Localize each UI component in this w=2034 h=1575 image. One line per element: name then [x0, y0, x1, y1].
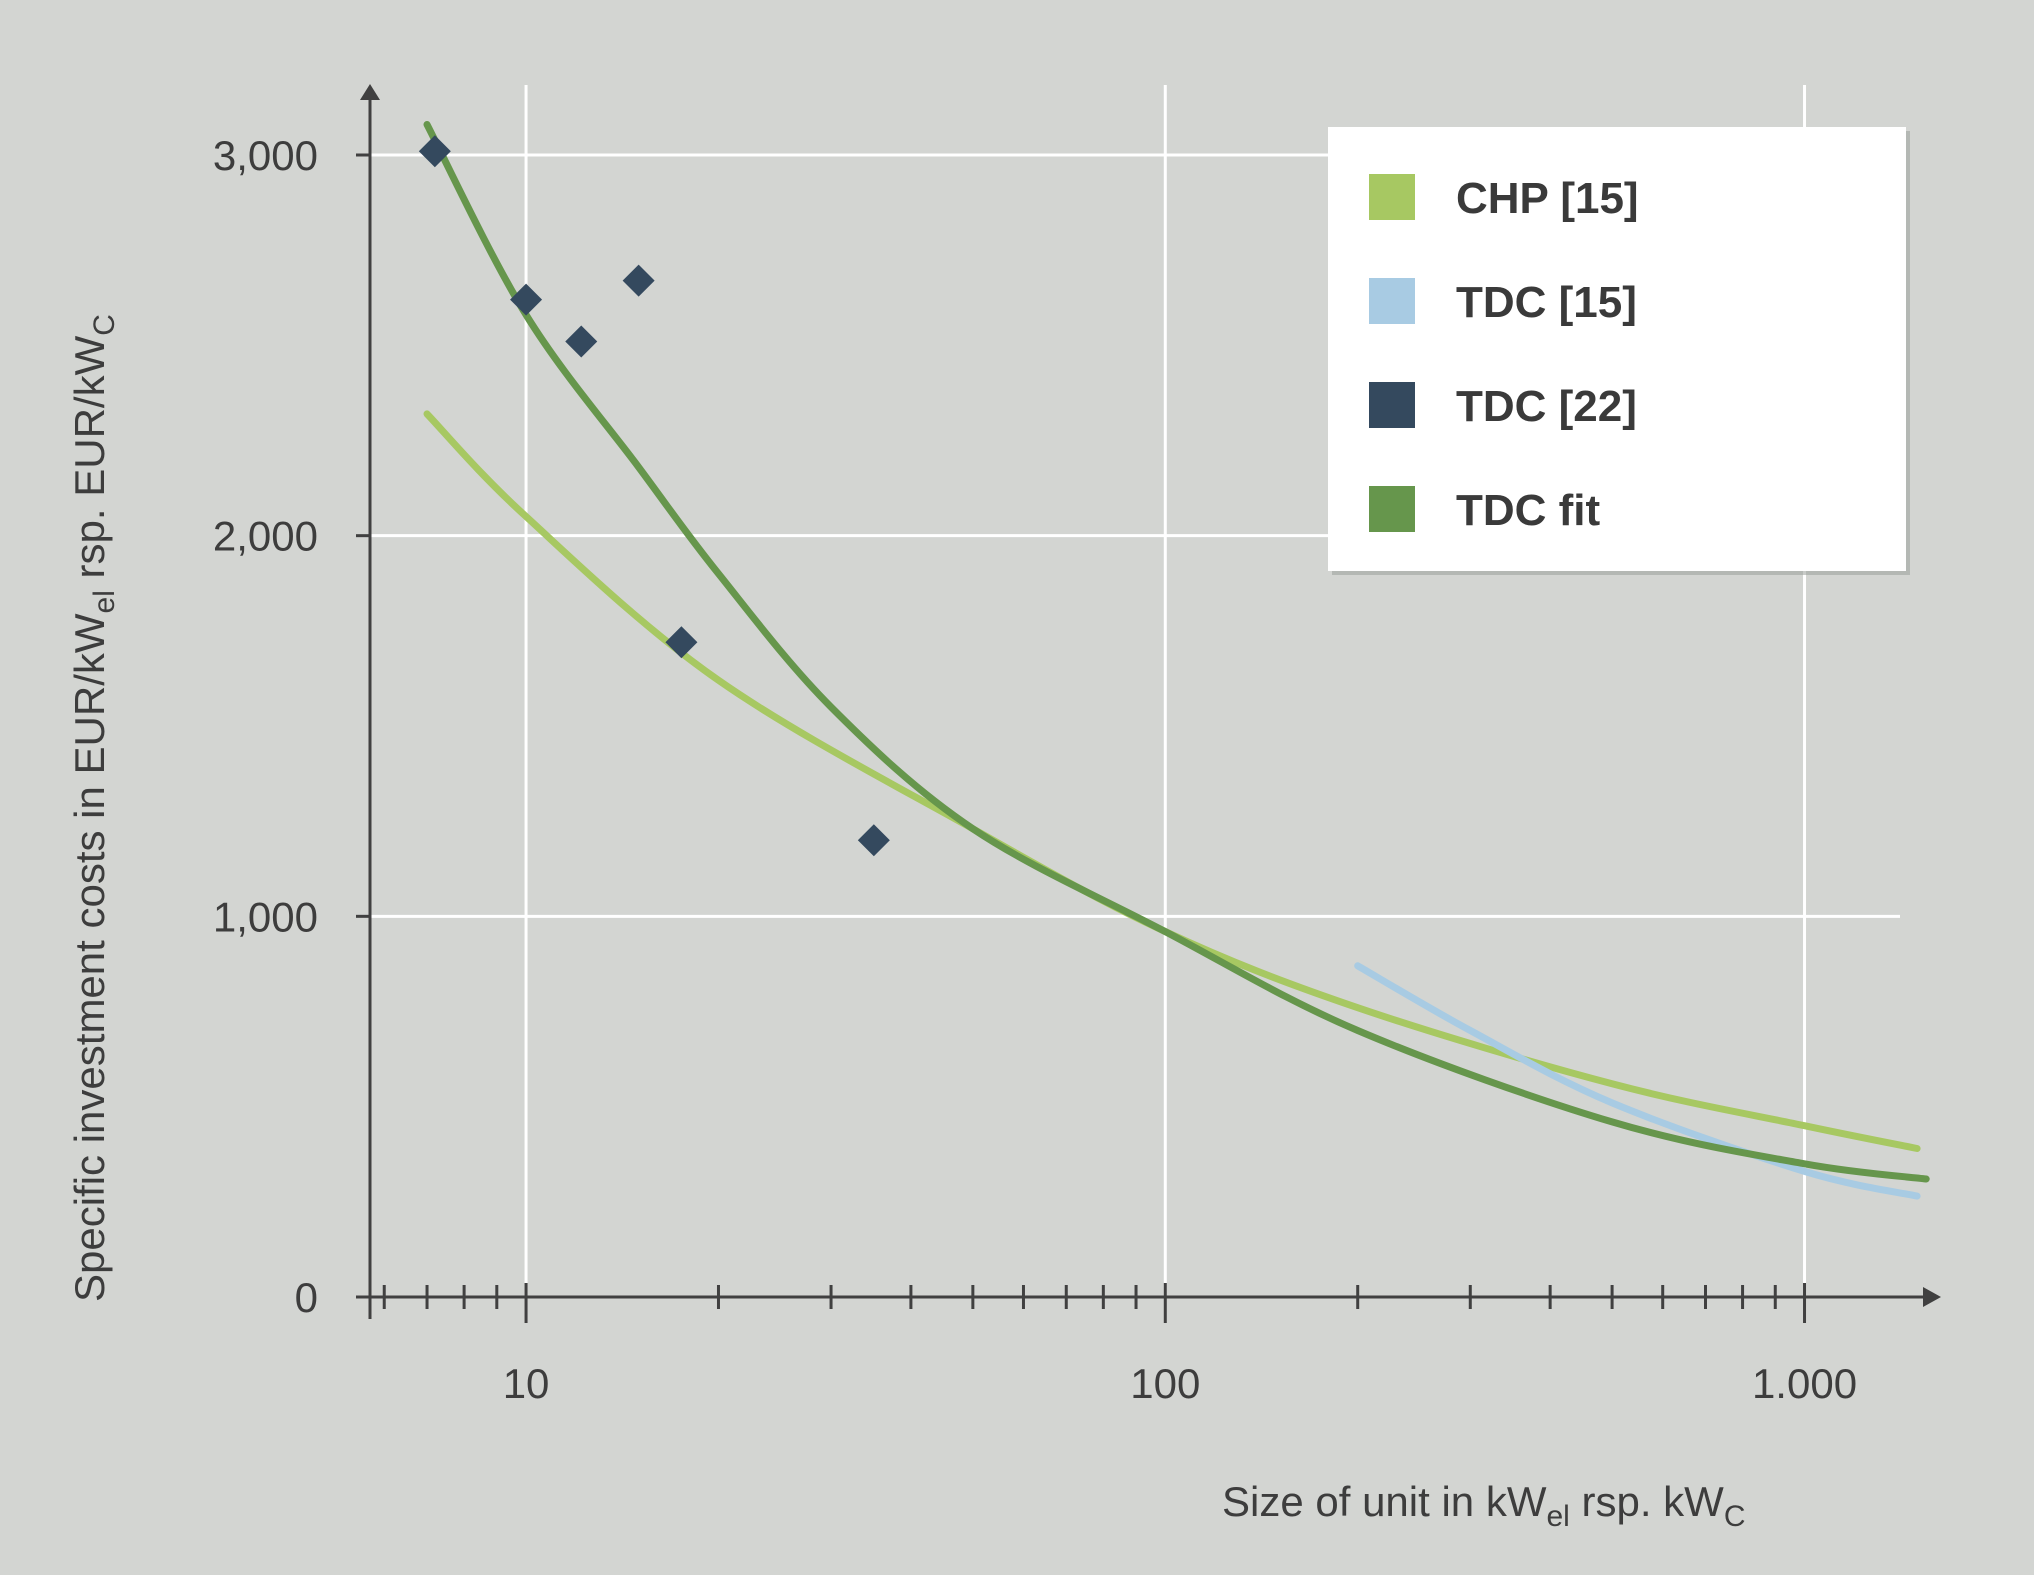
- data-point-tdc-22: [565, 325, 598, 358]
- data-point-tdc-22: [857, 824, 890, 857]
- tick-labels: 0 1,000 2,000 3,000 10 100 1.000: [213, 132, 1857, 1407]
- legend-swatch: [1369, 278, 1415, 324]
- x-axis-title: Size of unit in kWel rsp. kWC: [1222, 1478, 1746, 1533]
- x-tick-label: 1.000: [1752, 1360, 1857, 1407]
- y-tick-label: 0: [295, 1274, 318, 1321]
- legend: CHP [15] TDC [15] TDC [22] TDC fit: [1328, 127, 1910, 575]
- x-tick-label: 100: [1130, 1360, 1200, 1407]
- axes: [356, 84, 1941, 1323]
- y-axis-title: Specific investment costs in EUR/kWel rs…: [66, 314, 121, 1302]
- y-tick-label: 1,000: [213, 893, 318, 940]
- x-tick-label: 10: [503, 1360, 550, 1407]
- legend-label: TDC [15]: [1456, 278, 1637, 327]
- legend-box: [1328, 127, 1906, 571]
- legend-label: TDC [22]: [1456, 382, 1637, 431]
- data-point-tdc-22: [418, 135, 451, 168]
- data-point-tdc-22: [510, 283, 543, 316]
- data-point-tdc-22: [665, 626, 698, 659]
- legend-label: CHP [15]: [1456, 174, 1639, 223]
- x-axis-arrow: [1923, 1287, 1941, 1307]
- series-layer: [418, 121, 1930, 1200]
- legend-swatch: [1369, 382, 1415, 428]
- legend-label: TDC fit: [1456, 486, 1601, 535]
- y-tick-label: 2,000: [213, 513, 318, 560]
- series-line-tdc-fit: [423, 121, 1930, 1183]
- y-tick-label: 3,000: [213, 132, 318, 179]
- data-point-tdc-22: [622, 264, 655, 297]
- y-axis-arrow: [360, 84, 380, 100]
- series-line-tdc-15: [1354, 962, 1921, 1200]
- legend-swatch: [1369, 486, 1415, 532]
- legend-swatch: [1369, 174, 1415, 220]
